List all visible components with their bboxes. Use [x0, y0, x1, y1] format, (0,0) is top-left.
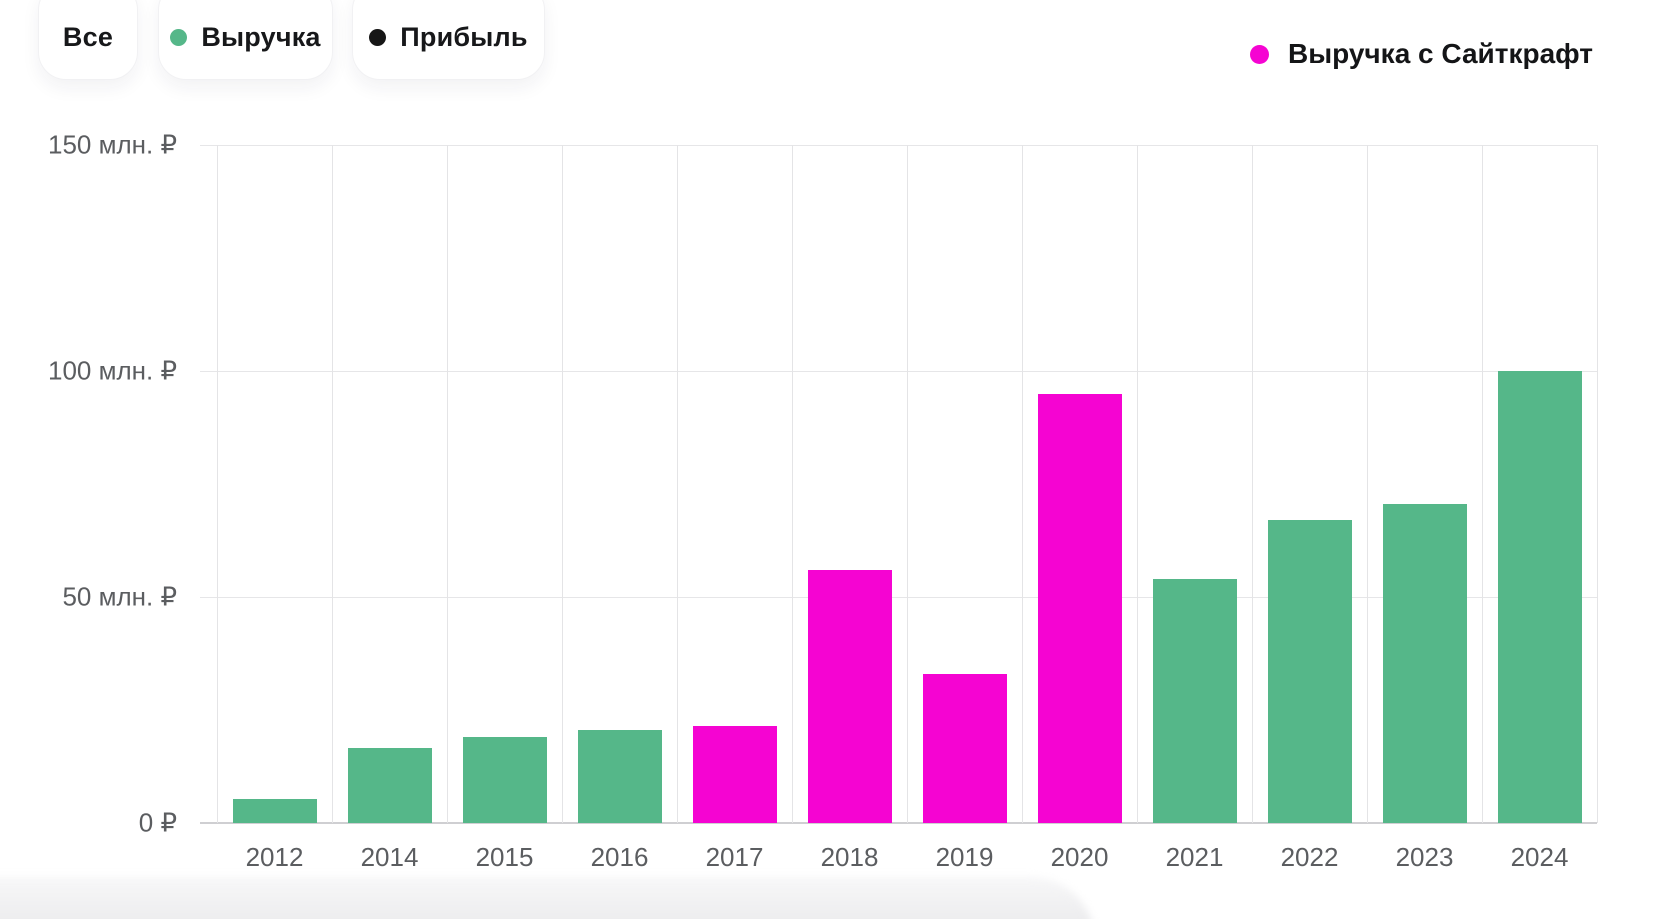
bar-2015[interactable]	[462, 737, 547, 823]
y-tick-label-100: 100 млн. ₽	[48, 355, 177, 386]
bar-2018[interactable]	[807, 569, 892, 823]
gridline-x-6	[907, 145, 908, 823]
legend-sitecraft-revenue: Выручка с Сайткрафт	[1249, 38, 1593, 70]
gridline-x-9	[1252, 145, 1253, 823]
x-tick-label-2022: 2022	[1280, 842, 1339, 872]
gridline-x-7	[1022, 145, 1023, 823]
x-tick-label-2014: 2014	[360, 842, 419, 872]
bar-2019[interactable]	[922, 673, 1007, 823]
bar-2022[interactable]	[1267, 520, 1352, 823]
gridline-x-11	[1482, 145, 1483, 823]
filter-button-revenue-label: Выручка	[201, 21, 321, 52]
filter-button-profit-label: Прибыль	[400, 21, 528, 52]
filter-button-profit[interactable]: Прибыль	[352, 0, 545, 80]
gridline-x-10	[1367, 145, 1368, 823]
x-tick-label-2018: 2018	[820, 842, 879, 872]
x-tick-label-2024: 2024	[1510, 842, 1569, 872]
revenue-dot-icon	[170, 28, 188, 46]
gridline-x-8	[1137, 145, 1138, 823]
x-tick-label-2021: 2021	[1165, 842, 1224, 872]
gridline-x-5	[792, 145, 793, 823]
gridline-x-0	[217, 145, 218, 823]
gridline-y-150	[200, 145, 1597, 146]
gridline-x-12	[1597, 145, 1598, 823]
filter-button-revenue[interactable]: Выручка	[158, 0, 333, 80]
profit-dot-icon	[369, 28, 387, 46]
y-tick-label-50: 50 млн. ₽	[62, 581, 177, 612]
bar-2023[interactable]	[1382, 504, 1467, 823]
x-tick-label-2017: 2017	[705, 842, 764, 872]
x-tick-label-2023: 2023	[1395, 842, 1454, 872]
x-tick-label-2015: 2015	[475, 842, 534, 872]
bar-2024[interactable]	[1497, 371, 1582, 823]
gridline-y-100	[200, 371, 1597, 372]
bar-2012[interactable]	[232, 799, 317, 823]
bar-2014[interactable]	[347, 748, 432, 823]
gridline-x-2	[447, 145, 448, 823]
bar-2017[interactable]	[692, 725, 777, 823]
bar-2021[interactable]	[1152, 578, 1237, 823]
filter-button-all[interactable]: Все	[38, 0, 138, 80]
x-tick-label-2020: 2020	[1050, 842, 1109, 872]
bar-2016[interactable]	[577, 730, 662, 823]
sitecraft-dot-icon	[1249, 44, 1269, 64]
x-tick-label-2016: 2016	[590, 842, 649, 872]
gridline-y-0	[200, 822, 1597, 824]
gridline-x-3	[562, 145, 563, 823]
y-tick-label-150: 150 млн. ₽	[48, 129, 177, 160]
x-tick-label-2019: 2019	[935, 842, 994, 872]
filter-button-all-label: Все	[62, 21, 114, 52]
gridline-x-1	[332, 145, 333, 823]
next-section-edge	[0, 877, 1095, 919]
x-tick-label-2012: 2012	[245, 842, 304, 872]
bar-2020[interactable]	[1037, 393, 1122, 823]
gridline-x-4	[677, 145, 678, 823]
gridline-y-50	[200, 597, 1597, 598]
y-tick-label-0: 0 ₽	[138, 807, 177, 838]
legend-sitecraft-revenue-label: Выручка с Сайткрафт	[1287, 38, 1593, 69]
